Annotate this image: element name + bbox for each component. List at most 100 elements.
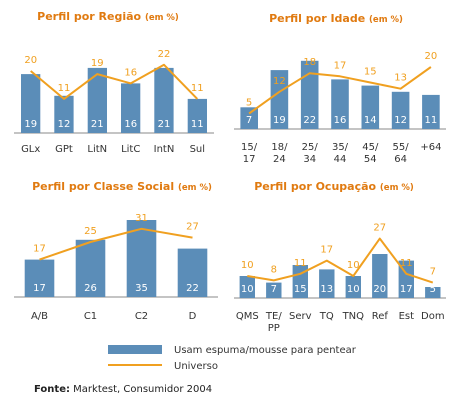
bar [422, 94, 440, 129]
category-tick-label: D [189, 311, 197, 322]
bar-value-label: 35 [135, 283, 148, 294]
category-tick-label: LitN [87, 144, 107, 155]
source-note: Fonte: Marktest, Consumidor 2004 [34, 384, 212, 395]
line-value-label: 31 [135, 213, 148, 224]
category-tick-label: 17 [243, 154, 256, 165]
panel-title-suffix: (em %) [380, 183, 414, 193]
category-tick-label: GLx [21, 144, 40, 155]
legend: Usam espuma/mousse para pentear Universo [108, 345, 357, 372]
line-value-label: 5 [246, 98, 252, 109]
category-tick-label: +64 [420, 142, 441, 153]
category-tick-label: TQ [319, 311, 334, 322]
category-tick-label: GPt [55, 144, 73, 155]
panel-title-main: Perfil por Classe Social [32, 180, 174, 193]
line-value-label: 11 [191, 83, 204, 94]
category-tick-label: Serv [289, 311, 312, 322]
bar [87, 67, 107, 133]
bar-value-label: 10 [241, 284, 254, 295]
legend-bar-label: Usam espuma/mousse para pentear [174, 345, 357, 356]
universo-line [30, 63, 199, 100]
bar [319, 269, 335, 298]
bar-value-label: 16 [334, 115, 347, 126]
bar-value-label: 11 [425, 115, 438, 126]
bar-value-label: 22 [186, 283, 199, 294]
category-tick-label: 15/ [241, 142, 258, 153]
legend-line-label: Universo [174, 361, 218, 372]
panel-title: Perfil por Classe Social (em %) [32, 180, 212, 193]
line-value-label: 18 [303, 57, 316, 68]
bar-value-label: 11 [191, 119, 204, 130]
line-value-label: 16 [124, 67, 137, 78]
bar-value-label: 12 [394, 115, 407, 126]
line-value-label: 27 [186, 222, 199, 233]
bar-value-label: 21 [158, 119, 171, 130]
category-tick-label: TE/ [265, 311, 282, 322]
bar [425, 287, 441, 298]
bar-value-label: 7 [271, 284, 277, 295]
category-tick-label: C1 [84, 311, 97, 322]
category-tick-label: 45/ [362, 142, 379, 153]
category-tick-label: Est [399, 311, 415, 322]
line-value-label: 27 [373, 223, 386, 234]
bar-value-label: 13 [320, 284, 333, 295]
panel-title: Perfil por Região (em %) [37, 10, 179, 23]
category-tick-label: 55/ [393, 142, 410, 153]
bar-value-label: 19 [273, 115, 286, 126]
bar [126, 220, 157, 297]
panel-title: Perfil por Idade (em %) [269, 12, 403, 25]
category-tick-label: Dom [421, 311, 445, 322]
line-value-label: 13 [394, 73, 407, 84]
category-tick-label: C2 [135, 311, 148, 322]
line-value-label: 12 [273, 76, 286, 87]
chart-panel-1: Perfil por Região (em %) 19 12 21 16 21 11 20 11… [14, 10, 214, 155]
line-value-label: 19 [91, 58, 104, 69]
bar [240, 107, 258, 129]
bar [154, 67, 174, 133]
line-value-label: 17 [320, 245, 333, 256]
category-tick-label: 64 [394, 154, 407, 165]
category-tick-label: 35/ [332, 142, 349, 153]
universo-line [39, 227, 193, 261]
bar-value-label: 22 [303, 115, 316, 126]
panel-title-main: Perfil por Idade [269, 12, 365, 25]
category-tick-label: Ref [372, 311, 389, 322]
line-value-label: 15 [364, 67, 377, 78]
line-value-label: 25 [84, 226, 97, 237]
bar-value-label: 7 [246, 115, 252, 126]
line-value-label: 10 [241, 260, 254, 271]
line-value-label: 22 [158, 49, 171, 60]
bar [177, 248, 208, 297]
bar-value-label: 10 [347, 284, 360, 295]
category-tick-label: LitC [121, 144, 140, 155]
source-label: Fonte: [34, 384, 70, 395]
category-tick-label: 54 [364, 154, 377, 165]
category-tick-label: A/B [31, 311, 48, 322]
chart-panel-2: Perfil por Idade (em %) 7 19 22 16 14 12 11 5 12 1… [234, 12, 446, 165]
universo-line [248, 66, 432, 115]
bar-value-label: 16 [124, 119, 137, 130]
bar [24, 259, 55, 297]
bar [75, 239, 106, 297]
bar [300, 60, 319, 129]
bar-value-label: 14 [364, 115, 377, 126]
line-value-label: 8 [271, 264, 277, 275]
bar [21, 74, 41, 133]
bar [121, 83, 141, 133]
category-tick-label: Sul [190, 144, 205, 155]
bar [331, 79, 349, 129]
bar-value-label: 12 [58, 119, 71, 130]
bar [54, 95, 74, 133]
universo-line [247, 237, 434, 284]
category-tick-label: 44 [334, 154, 347, 165]
bar [266, 282, 282, 298]
bar [239, 276, 255, 298]
bar-value-label: 17 [33, 283, 46, 294]
source-text: Marktest, Consumidor 2004 [70, 384, 212, 395]
bar-value-label: 5 [430, 284, 436, 295]
panel-title-main: Perfil por Região [37, 10, 141, 23]
bar [187, 98, 207, 133]
panel-title: Perfil por Ocupação (em %) [254, 180, 414, 193]
line-value-label: 7 [430, 267, 436, 278]
bar [345, 276, 361, 298]
